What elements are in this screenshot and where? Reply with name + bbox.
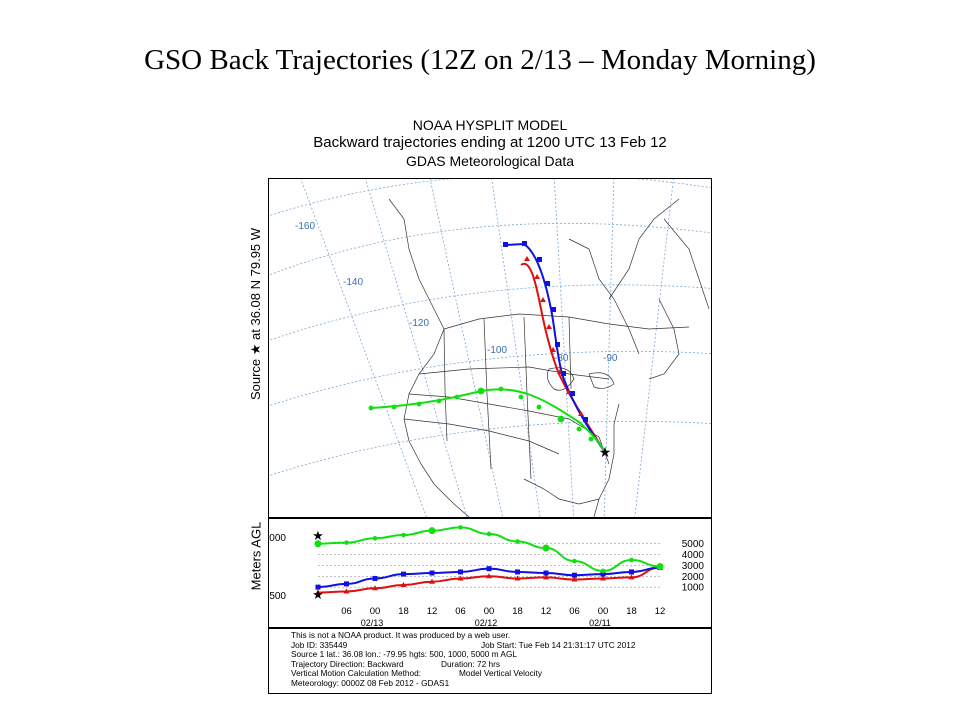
profile-point-2-12 (656, 563, 664, 571)
info-vertical-method: Vertical Motion Calculation Method: (291, 668, 422, 679)
profile-point-2-8 (542, 544, 550, 552)
profile-point-0-3 (400, 581, 407, 587)
date-label-0211: 02/11 (589, 618, 611, 628)
x-tick-7: 12 (541, 606, 552, 617)
green-trajectory (370, 388, 606, 453)
source-location-label: Source ★ at 36.08 N 79.95 W (248, 227, 263, 401)
profile-point-2-10 (600, 568, 606, 574)
profile-point-2-7 (515, 539, 520, 544)
profile-point-0-11 (628, 574, 635, 580)
lon-label-140: -140 (343, 277, 363, 288)
info-duration: Duration: 72 hrs (441, 658, 501, 669)
info-meteorology: Meteorology: 0000Z 08 Feb 2012 - GDAS1 (291, 677, 450, 688)
x-tick-3: 12 (427, 606, 438, 617)
x-tick-6: 18 (512, 606, 523, 617)
x-tick-5: 00 (484, 606, 495, 617)
date-label-0212: 02/12 (475, 618, 498, 628)
profile-point-2-2 (372, 535, 378, 541)
lon-label-160: -160 (295, 221, 315, 232)
right-tick-4000: 4000 (682, 550, 705, 561)
x-tick-2: 18 (398, 606, 409, 617)
profile-point-1-5 (458, 569, 463, 575)
source-star-icon: ★ (599, 444, 612, 460)
lon-label-80: -80 (554, 353, 569, 364)
green-trajectory-markers (368, 386, 594, 442)
info-vertical-value: Model Vertical Velocity (459, 668, 543, 679)
info-source: Source 1 lat.: 36.08 lon.: -79.95 hgts: … (291, 649, 518, 660)
map-graticule (258, 173, 720, 525)
profile-point-2-1 (344, 540, 349, 545)
profile-point-1-3 (401, 571, 406, 577)
profile-point-1-11 (629, 569, 634, 575)
profile-point-2-6 (486, 531, 492, 537)
profile-point-2-9 (572, 558, 577, 564)
x-tick-0: 06 (341, 606, 352, 617)
lon-label-120: -120 (409, 318, 429, 329)
x-tick-1: 00 (370, 606, 381, 617)
trajectory-map: -160 -140 -120 -100 -80 -90 (258, 173, 720, 525)
right-tick-3000: 3000 (682, 561, 705, 572)
x-tick-9: 00 (598, 606, 609, 617)
profile-point-1-6 (486, 566, 492, 572)
profile-point-2-3 (401, 532, 406, 538)
profile-point-0-8 (543, 574, 549, 580)
profile-point-1-2 (372, 575, 378, 581)
left-tick-500: 500 (269, 591, 286, 602)
profile-point-0-0 (315, 589, 321, 595)
profile-frame (268, 518, 712, 628)
map-coastlines (388, 198, 710, 518)
meters-agl-label: Meters AGL (248, 521, 264, 591)
date-label-0213: 02/13 (361, 618, 384, 628)
map-svg: -160 -140 -120 -100 -80 -90 (258, 173, 720, 525)
lon-label-90: -90 (603, 353, 618, 364)
profile-point-0-2 (372, 585, 378, 591)
blue-trajectory-markers (503, 241, 588, 422)
profile-point-2-4 (428, 527, 436, 535)
profile-point-1-7 (515, 569, 520, 575)
job-info-panel: This is not a NOAA product. It was produ… (268, 628, 712, 694)
profile-point-0-9 (571, 576, 578, 582)
profile-point-1-8 (543, 570, 549, 576)
profile-point-0-1 (343, 588, 350, 594)
profile-point-1-9 (572, 572, 577, 578)
profile-point-0-4 (429, 578, 435, 584)
slide-title: GSO Back Trajectories (12Z on 2/13 – Mon… (144, 44, 816, 76)
blue-trajectory (504, 242, 606, 453)
profile-point-1-10 (600, 571, 606, 577)
profile-point-0-10 (600, 575, 606, 581)
time-axis: 06 00 18 12 06 00 18 12 06 00 18 12 02/13 02/12 02/… (341, 606, 666, 628)
info-job-start: Job Start: Tue Feb 14 21:31:17 UTC 2012 (481, 639, 636, 650)
profile-point-2-11 (629, 557, 634, 563)
info-job-id: Job ID: 335449 (291, 639, 348, 650)
profile-point-2-5 (458, 525, 463, 530)
info-direction: Trajectory Direction: Backward (291, 658, 404, 669)
start-star-icon: ★ (312, 528, 324, 543)
model-title: NOAA HYSPLIT MODEL (412, 117, 568, 133)
right-tick-5000: 5000 (682, 539, 705, 550)
profile-point-1-4 (429, 570, 435, 576)
profile-point-1-1 (344, 581, 349, 587)
profile-point-0-7 (514, 575, 521, 581)
profile-point-0-5 (457, 575, 464, 581)
x-tick-11: 12 (655, 606, 666, 617)
right-tick-2000: 2000 (682, 572, 705, 583)
profile-point-1-0 (315, 584, 321, 590)
trajectory-subtitle: Backward trajectories ending at 1200 UTC… (313, 134, 667, 151)
x-tick-10: 18 (626, 606, 637, 617)
x-tick-4: 06 (455, 606, 466, 617)
profile-point-2-0 (314, 540, 322, 548)
info-disclaimer: This is not a NOAA product. It was produ… (291, 630, 511, 640)
x-tick-8: 06 (569, 606, 580, 617)
met-data-subtitle: GDAS Meteorological Data (405, 153, 575, 169)
left-tick-5000: 5000 (268, 533, 286, 544)
profile-point-0-6 (486, 573, 492, 579)
lon-label-100: -100 (487, 345, 507, 356)
right-tick-1000: 1000 (682, 583, 705, 594)
start-star-icon: ★ (312, 587, 324, 602)
